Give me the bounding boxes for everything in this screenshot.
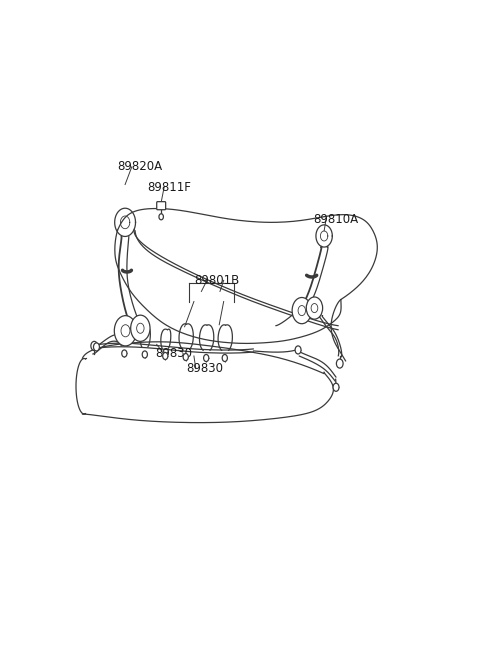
- Circle shape: [121, 325, 130, 337]
- Circle shape: [336, 359, 343, 368]
- Circle shape: [159, 214, 163, 220]
- Text: 89830: 89830: [155, 347, 192, 360]
- Circle shape: [163, 352, 168, 360]
- Circle shape: [131, 315, 150, 341]
- Circle shape: [91, 341, 97, 350]
- Circle shape: [114, 316, 137, 346]
- Circle shape: [298, 305, 306, 316]
- Circle shape: [204, 354, 209, 362]
- Text: 89820A: 89820A: [118, 160, 163, 174]
- Circle shape: [122, 350, 127, 357]
- Circle shape: [222, 354, 228, 362]
- Text: 89811F: 89811F: [147, 181, 192, 193]
- Circle shape: [306, 297, 323, 319]
- Circle shape: [292, 297, 312, 324]
- Circle shape: [94, 343, 99, 351]
- Circle shape: [183, 354, 188, 360]
- Circle shape: [295, 346, 301, 354]
- FancyBboxPatch shape: [156, 202, 166, 210]
- Circle shape: [142, 351, 147, 358]
- Text: 89810A: 89810A: [313, 214, 358, 227]
- Circle shape: [333, 383, 339, 391]
- Circle shape: [137, 323, 144, 333]
- Text: 89830: 89830: [186, 362, 224, 375]
- Text: 89801B: 89801B: [194, 274, 239, 287]
- Circle shape: [311, 303, 318, 312]
